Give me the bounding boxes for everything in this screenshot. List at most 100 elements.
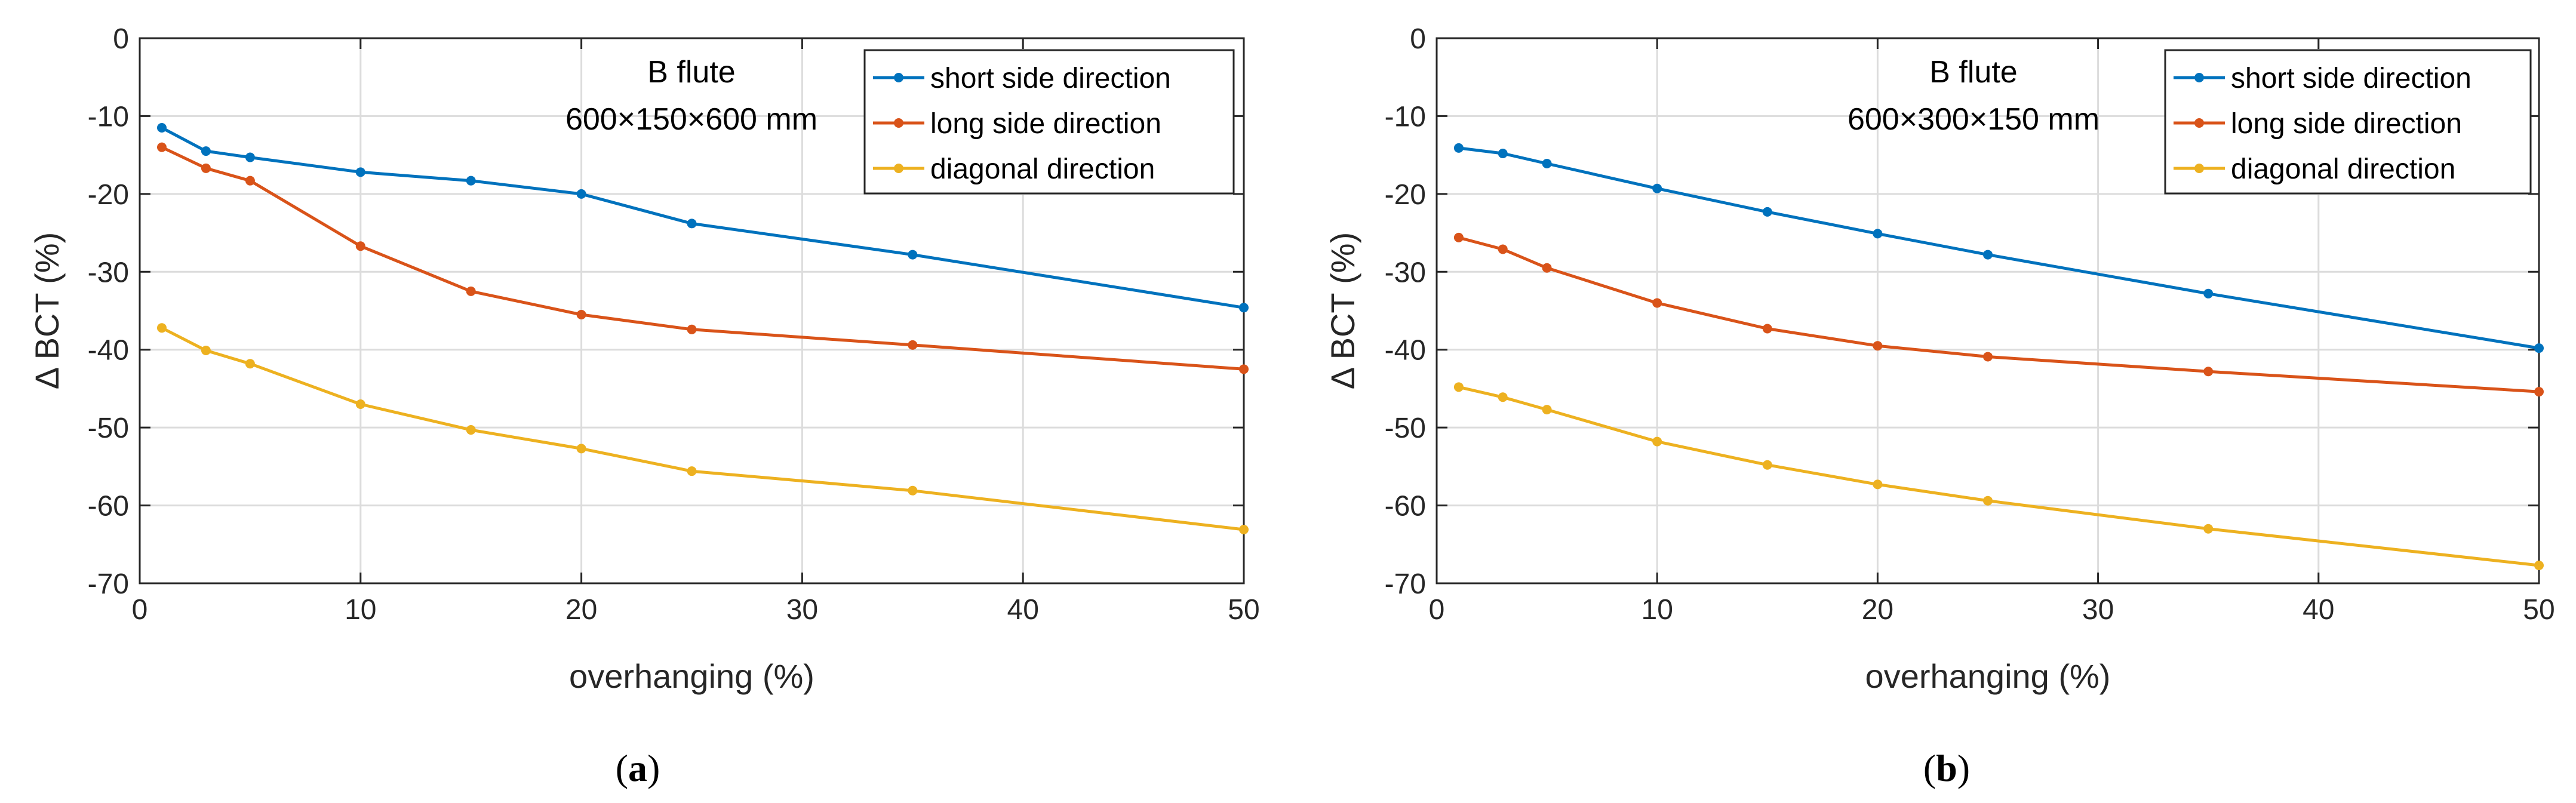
y-axis-label: Δ BCT (%) (28, 232, 66, 390)
data-point (1453, 232, 1464, 242)
data-point (1652, 436, 1662, 447)
y-tick-label: -60 (88, 491, 129, 522)
axes-box (1435, 37, 2540, 584)
legend-swatch-marker (2194, 164, 2204, 173)
annotation-flute: B flute (1929, 55, 2017, 90)
x-tick-label: 0 (132, 594, 148, 626)
data-point (908, 340, 918, 350)
data-point (687, 219, 697, 229)
y-tick-label: -10 (88, 101, 129, 133)
data-point (1542, 263, 1552, 273)
data-point (1652, 183, 1662, 193)
legend-box (2164, 49, 2532, 195)
x-axis-label: overhanging (%) (1865, 657, 2111, 695)
panel-caption: (b) (1923, 747, 1970, 789)
series-short (156, 122, 1249, 313)
y-tick-label: 0 (1410, 23, 1426, 55)
data-point (2203, 367, 2214, 377)
data-point (156, 142, 167, 152)
series-short (1453, 143, 2544, 353)
x-tick-label: 30 (786, 594, 818, 626)
data-point (1762, 324, 1772, 334)
data-point (576, 444, 586, 454)
data-point (576, 189, 586, 199)
legend-swatch-marker (894, 164, 903, 173)
data-point (576, 310, 586, 320)
series-long (1453, 232, 2544, 397)
y-tick-label: -50 (1385, 413, 1426, 444)
data-point (1498, 392, 1508, 402)
x-tick-label: 0 (1429, 594, 1445, 626)
data-point (908, 250, 918, 260)
legend-label: long side direction (2231, 108, 2462, 140)
data-point (201, 163, 211, 173)
data-point (1983, 250, 1993, 260)
legend: short side direction long side direction d… (2164, 49, 2532, 195)
x-tick-label: 30 (2082, 594, 2114, 626)
data-point (245, 359, 255, 369)
data-point (1453, 143, 1464, 153)
data-point (687, 466, 697, 476)
data-point (1239, 364, 1249, 374)
data-point (1873, 341, 1883, 351)
data-point (355, 241, 365, 251)
y-tick-label: -20 (88, 179, 129, 211)
data-point (687, 324, 697, 334)
legend: short side direction long side direction d… (863, 49, 1235, 195)
data-point (201, 146, 211, 156)
data-point (156, 122, 167, 133)
legend-label: short side direction (2231, 63, 2472, 94)
series-diagonal (1453, 382, 2544, 571)
x-tick-label: 40 (1007, 594, 1039, 626)
annotation-flute: B flute (647, 55, 735, 90)
panel-caption-letter: a (628, 747, 647, 789)
x-tick-label: 10 (1641, 594, 1673, 626)
data-point (1873, 479, 1883, 490)
y-tick-label: -40 (1385, 335, 1426, 367)
legend-label: short side direction (930, 63, 1171, 94)
data-point (1542, 405, 1552, 415)
data-point (1498, 244, 1508, 254)
data-point (2534, 343, 2544, 353)
y-tick-label: -30 (1385, 257, 1426, 288)
data-point (2534, 387, 2544, 397)
data-point (908, 485, 918, 496)
y-tick-label: 0 (113, 23, 129, 55)
legend-label: long side direction (930, 108, 1161, 140)
data-point (466, 425, 476, 435)
y-tick-label: -60 (1385, 491, 1426, 522)
legend-label: diagonal direction (2231, 153, 2455, 185)
legend-swatch-marker (894, 118, 903, 128)
legend-swatch-marker (2194, 73, 2204, 82)
y-tick-label: -20 (1385, 179, 1426, 211)
legend-label: diagonal direction (930, 153, 1155, 185)
y-tick-label: -70 (88, 568, 129, 600)
x-axis-label: overhanging (%) (569, 657, 814, 695)
y-tick-label: -40 (88, 335, 129, 367)
data-point (1652, 298, 1662, 308)
data-point (245, 152, 255, 162)
chart-panel-b: 0 10 20 30 40 50 0 -10 -20 -30 -40 -50 -60 -70 overhan… (1324, 23, 2555, 789)
y-tick-label: -50 (88, 413, 129, 444)
data-point (1453, 382, 1464, 392)
series-diagonal (156, 323, 1249, 535)
y-tick-label: -70 (1385, 568, 1426, 600)
data-point (2203, 288, 2214, 299)
y-axis-label: Δ BCT (%) (1324, 232, 1361, 390)
panel-caption: (a) (616, 747, 660, 789)
x-tick-label: 10 (345, 594, 376, 626)
annotation-dimensions: 600×300×150 mm (1848, 102, 2099, 137)
x-tick-label: 40 (2303, 594, 2334, 626)
x-tick-label: 50 (2523, 594, 2555, 626)
data-point (201, 346, 211, 356)
x-tick-label: 20 (565, 594, 597, 626)
annotation-dimensions: 600×150×600 mm (565, 102, 817, 137)
x-tick-label: 20 (1862, 594, 1893, 626)
legend-box (863, 49, 1235, 195)
data-point (1873, 229, 1883, 239)
data-point (1983, 352, 1993, 362)
data-point (1498, 149, 1508, 159)
chart-panel-a: 0 10 20 30 40 50 0 -10 -20 -30 -40 -50 -60 -70 overhan… (28, 23, 1260, 789)
data-point (1762, 460, 1772, 470)
